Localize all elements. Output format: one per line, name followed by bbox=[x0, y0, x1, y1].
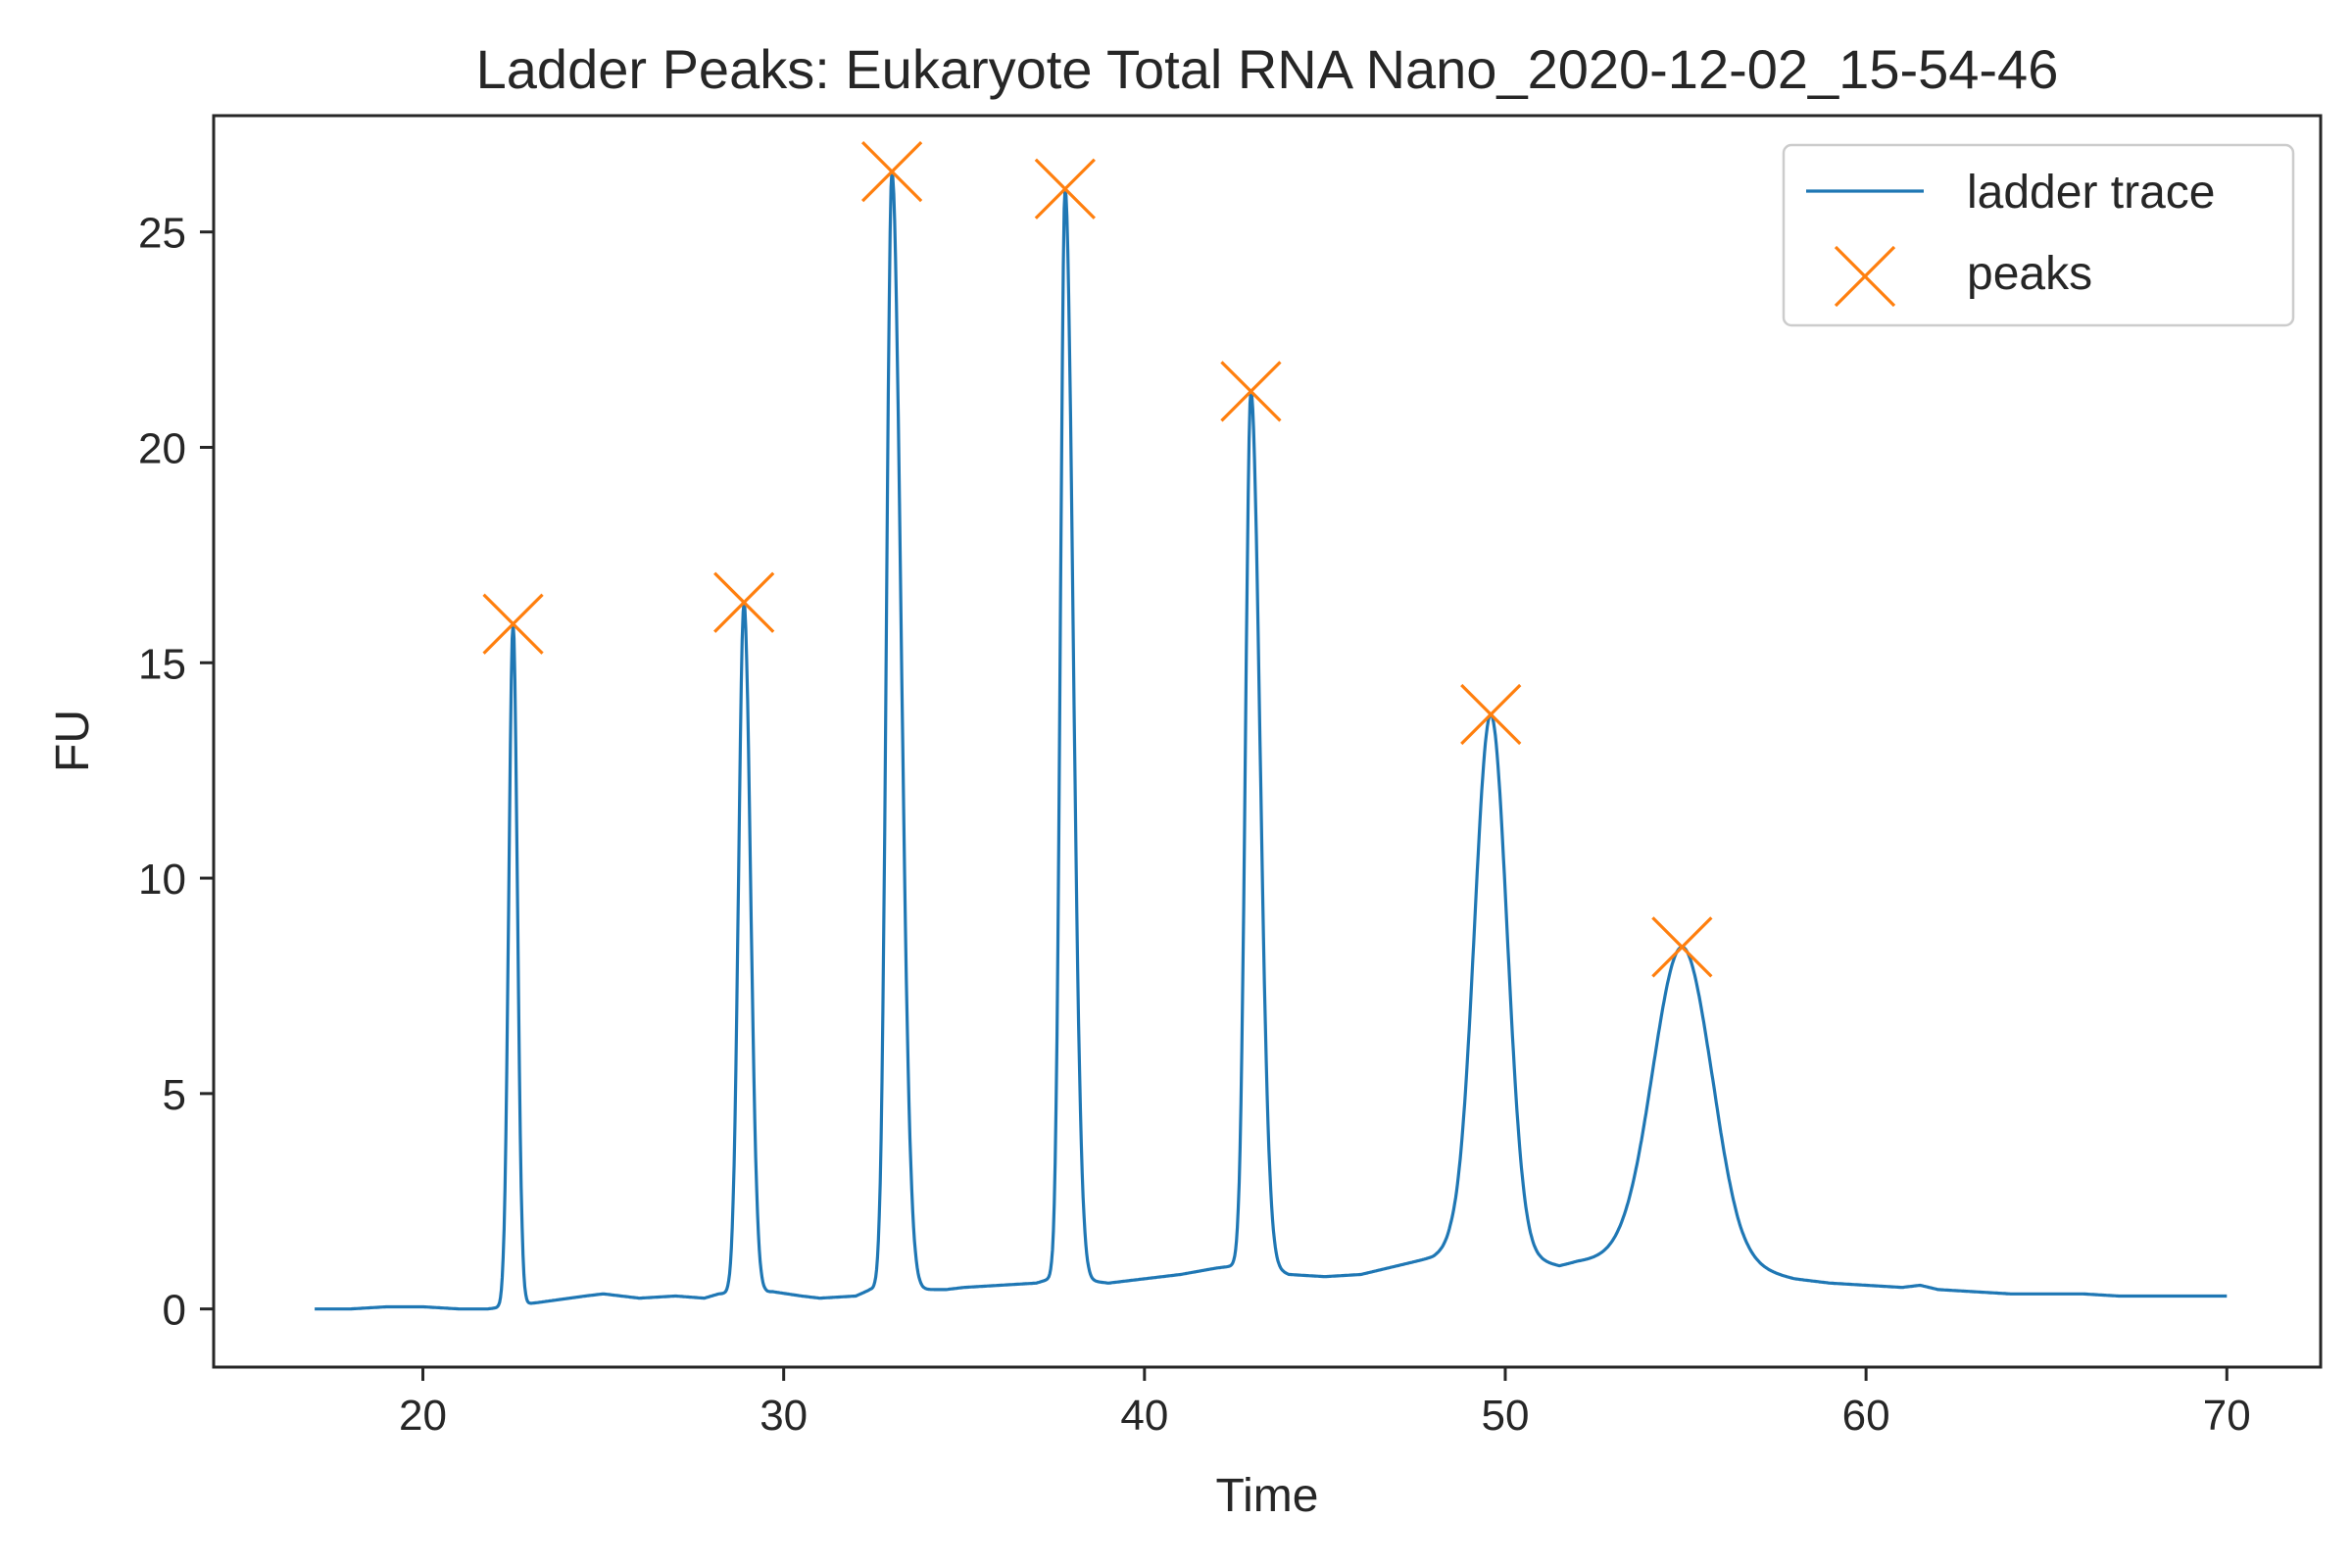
axes-frame bbox=[212, 114, 2323, 1369]
y-axis-label: FU bbox=[47, 710, 99, 772]
x-axis-label: Time bbox=[1216, 1470, 1319, 1522]
y-tick-label: 10 bbox=[138, 856, 186, 904]
plot-area bbox=[314, 141, 2228, 1311]
y-tick-label: 20 bbox=[138, 424, 186, 472]
y-tick-label: 25 bbox=[138, 210, 186, 258]
peak-marker bbox=[482, 593, 544, 655]
peak-marker bbox=[1460, 683, 1522, 746]
peak-marker bbox=[860, 141, 923, 203]
legend: ladder trace peaks bbox=[1782, 143, 2295, 327]
y-axis: 0 5 10 15 20 25 bbox=[138, 210, 214, 1335]
x-tick-label: 40 bbox=[1120, 1392, 1168, 1440]
x-tick-label: 20 bbox=[399, 1392, 447, 1440]
x-tick-label: 70 bbox=[2203, 1392, 2251, 1440]
peak-marker bbox=[1220, 361, 1282, 422]
x-tick-label: 60 bbox=[1842, 1392, 1890, 1440]
chart-title: Ladder Peaks: Eukaryote Total RNA Nano_2… bbox=[476, 38, 2059, 100]
peak-marker bbox=[713, 571, 775, 633]
x-tick-label: 50 bbox=[1482, 1392, 1530, 1440]
peak-marker bbox=[1034, 158, 1096, 220]
legend-label-ladder-trace: ladder trace bbox=[1967, 167, 2215, 219]
peak-marker bbox=[1651, 916, 1713, 978]
legend-label-peaks: peaks bbox=[1967, 248, 2092, 300]
y-tick-label: 15 bbox=[138, 640, 186, 688]
legend-swatch-peaks bbox=[1834, 245, 1896, 308]
x-axis: 20 30 40 50 60 70 bbox=[399, 1367, 2251, 1440]
y-tick-label: 0 bbox=[163, 1287, 186, 1335]
x-tick-label: 30 bbox=[760, 1392, 808, 1440]
y-tick-label: 5 bbox=[163, 1071, 186, 1119]
series-line-ladder-trace bbox=[314, 170, 2228, 1311]
